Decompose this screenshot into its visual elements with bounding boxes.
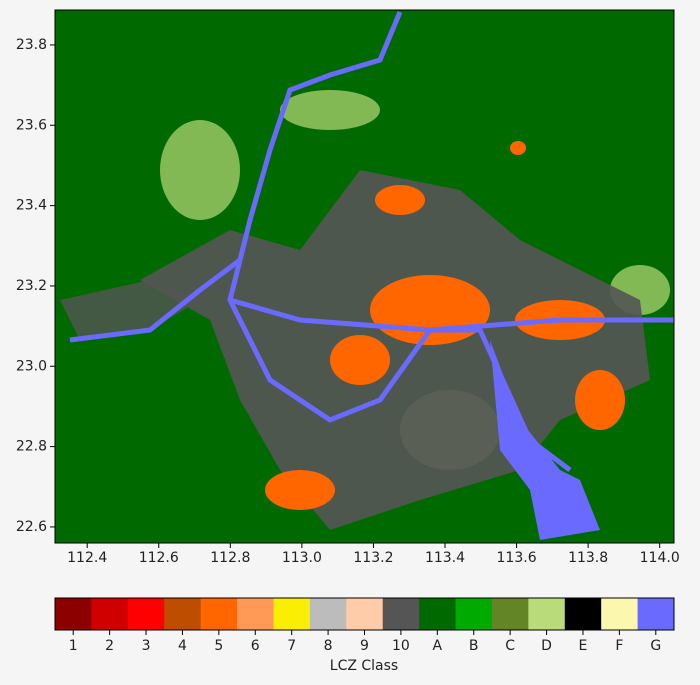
colorbar-tick-label: A: [433, 638, 443, 654]
colorbar-swatch: [382, 598, 420, 630]
colorbar-tick-label: D: [541, 638, 552, 654]
river: [69, 11, 674, 472]
colorbar-tick-label: F: [615, 638, 623, 654]
x-tick-label: 112.8: [210, 550, 250, 566]
x-tick-label: 112.6: [139, 550, 179, 566]
colorbar-swatch: [637, 598, 675, 630]
colorbar-swatch: [273, 598, 311, 630]
colorbar-tick-label: 2: [105, 638, 114, 654]
y-tick-label: 23.0: [16, 358, 47, 374]
map-raster: [55, 10, 674, 543]
x-tick-label: 113.6: [497, 550, 537, 566]
colorbar-swatch: [419, 598, 457, 630]
y-tick-label: 22.8: [16, 439, 47, 455]
colorbar-tick-label: 10: [392, 638, 410, 654]
x-tick-label: 113.2: [353, 550, 393, 566]
colorbar-tick-label: 6: [251, 638, 260, 654]
colorbar-tick-label: 9: [360, 638, 369, 654]
map-frame: [54, 9, 675, 544]
y-tick-label: 22.6: [16, 519, 47, 535]
colorbar-tick-label: 4: [178, 638, 187, 654]
colorbar-swatch: [346, 598, 384, 630]
colorbar-tick-label: 3: [142, 638, 151, 654]
colorbar-swatch: [601, 598, 639, 630]
colorbar-tick-label: B: [469, 638, 479, 654]
colorbar-label: LCZ Class: [330, 658, 398, 674]
colorbar-swatch: [564, 598, 602, 630]
x-tick-label: 113.4: [425, 550, 465, 566]
colorbar-tick-label: 8: [324, 638, 333, 654]
colorbar-swatch: [91, 598, 129, 630]
colorbar-swatch: [309, 598, 347, 630]
x-tick-label: 112.4: [67, 550, 107, 566]
colorbar-tick-label: E: [579, 638, 588, 654]
colorbar-swatch: [528, 598, 566, 630]
colorbar-swatch: [200, 598, 238, 630]
x-tick-label: 114.0: [640, 550, 680, 566]
colorbar-frame: [54, 597, 675, 631]
x-tick-label: 113.8: [568, 550, 608, 566]
colorbar-swatch: [127, 598, 165, 630]
y-tick-label: 23.2: [16, 278, 47, 294]
colorbar-tick-label: 5: [214, 638, 223, 654]
colorbar-swatch: [164, 598, 202, 630]
colorbar-swatch: [55, 598, 92, 630]
y-tick-label: 23.6: [16, 117, 47, 133]
colorbar-swatch: [455, 598, 493, 630]
colorbar-tick-label: 1: [69, 638, 78, 654]
colorbar-tick-label: 7: [287, 638, 296, 654]
y-tick-label: 23.8: [16, 37, 47, 53]
urban-area: [60, 280, 200, 340]
colorbar-tick-label: G: [650, 638, 661, 654]
colorbar-swatch: [237, 598, 274, 630]
colorbar-swatch: [491, 598, 529, 630]
colorbar-tick-label: C: [505, 638, 515, 654]
estuary: [490, 340, 600, 540]
x-tick-label: 113.0: [282, 550, 322, 566]
y-tick-label: 23.4: [16, 198, 47, 214]
